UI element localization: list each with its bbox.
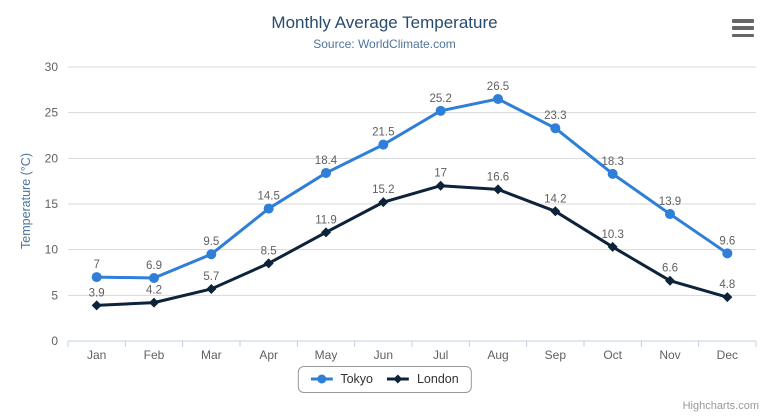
point-marker-london[interactable] [665,275,675,286]
data-label: 4.8 [719,279,735,291]
point-marker-london[interactable] [91,300,102,311]
point-marker-tokyo[interactable] [263,203,274,214]
x-axis-label: Dec [717,348,738,362]
data-label: 25.2 [429,93,451,105]
legend-label-tokyo: Tokyo [340,372,373,386]
legend: Tokyo London [297,366,472,393]
point-marker-tokyo[interactable] [321,167,331,178]
x-axis-label: Oct [603,348,622,362]
legend-label-london: London [416,372,459,386]
data-label: 8.5 [261,245,277,257]
point-marker-tokyo[interactable] [607,168,618,179]
x-axis-label: Jan [87,348,106,362]
data-label: 6.6 [662,263,678,275]
point-marker-london[interactable] [722,292,733,303]
point-marker-london[interactable] [263,258,274,269]
point-marker-london[interactable] [607,241,618,252]
point-marker-tokyo[interactable] [435,105,446,116]
x-axis-label: Mar [201,348,222,362]
credits-link[interactable]: Highcharts.com [682,400,759,412]
legend-item-london[interactable]: London [386,372,459,386]
x-axis-label: Jul [433,348,448,362]
x-axis-label: Nov [659,348,680,362]
y-axis-label: 10 [45,243,59,257]
data-label: 21.5 [372,127,394,139]
y-axis-label: 0 [51,334,58,348]
series-line-tokyo[interactable] [95,97,729,280]
x-axis-label: Feb [144,348,165,362]
y-axis-label: 25 [45,106,59,120]
y-axis-label: 30 [45,60,59,74]
data-label: 10.3 [601,229,623,241]
point-marker-london[interactable] [493,184,503,195]
y-axis-label: 5 [51,288,58,302]
point-marker-tokyo[interactable] [493,93,503,104]
point-marker-tokyo[interactable] [206,249,217,260]
chart-subtitle: Source: WorldClimate.com [313,37,456,51]
point-marker-london[interactable] [149,297,159,308]
data-label: 11.9 [315,214,337,226]
data-label: 26.5 [487,81,509,93]
data-label: 9.6 [719,235,735,247]
point-marker-london[interactable] [435,180,446,191]
data-label: 6.9 [146,260,162,272]
x-axis-label: Aug [487,348,508,362]
point-marker-london[interactable] [550,206,561,217]
data-label: 13.9 [659,196,681,208]
point-marker-tokyo[interactable] [665,209,675,220]
data-label: 16.6 [487,171,509,183]
hamburger-bar [732,33,754,37]
data-label: 18.4 [315,155,338,167]
data-label: 23.3 [544,110,566,122]
data-label: 17 [434,168,447,180]
x-axis-label: May [315,348,338,362]
hamburger-bar [732,26,754,30]
london-series-marker-icon [386,373,411,385]
data-label: 18.3 [601,156,623,168]
hamburger-icon[interactable] [732,19,754,37]
x-axis-label: Sep [545,348,567,362]
point-marker-tokyo[interactable] [550,123,561,134]
y-axis-label: 20 [45,151,59,165]
data-label: 4.2 [146,285,162,297]
legend-item-tokyo[interactable]: Tokyo [310,372,373,386]
point-marker-london[interactable] [206,283,217,294]
tokyo-series-marker-icon [310,373,334,385]
data-label: 3.9 [89,287,105,299]
data-label: 14.5 [257,191,279,203]
point-marker-tokyo[interactable] [378,139,389,150]
point-marker-london[interactable] [321,227,331,238]
data-label: 7 [93,259,99,271]
point-marker-tokyo[interactable] [91,272,102,283]
y-axis-label: 15 [45,197,59,211]
point-marker-tokyo[interactable] [149,272,159,283]
chart-title: Monthly Average Temperature [271,13,498,32]
hamburger-bar [732,19,754,23]
point-marker-london[interactable] [378,197,389,208]
data-label: 5.7 [203,271,219,283]
x-axis-label: Jun [374,348,393,362]
data-label: 14.2 [544,193,566,205]
x-axis-label: Apr [259,348,278,362]
series-line-london[interactable] [95,184,729,307]
point-marker-tokyo[interactable] [722,248,733,259]
data-label: 15.2 [372,184,394,196]
data-label: 9.5 [203,236,219,248]
